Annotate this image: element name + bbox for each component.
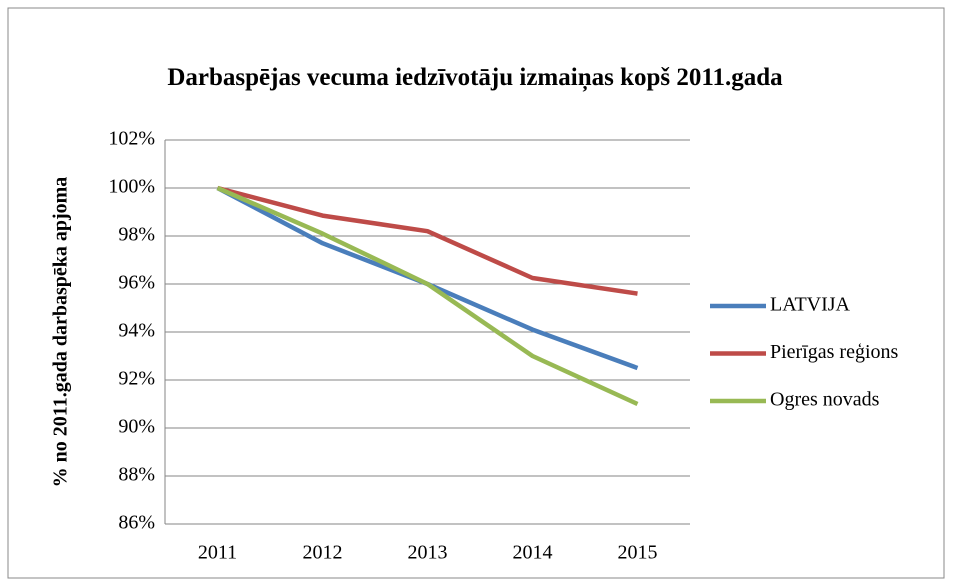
data-line — [216, 185, 638, 296]
y-tick-label: 100% — [108, 176, 155, 198]
data-line — [216, 185, 639, 407]
y-tick-label: 96% — [118, 272, 155, 294]
x-tick-label: 2012 — [303, 542, 343, 564]
y-tick-label: 98% — [118, 224, 155, 246]
legend-label: Pierīgas reģions — [770, 341, 899, 363]
x-tick-label: 2011 — [198, 542, 237, 564]
y-axis-label: % no 2011.gada darbaspēka apjoma — [50, 177, 72, 488]
y-tick-label: 86% — [118, 512, 155, 534]
y-tick-label: 88% — [118, 464, 155, 486]
legend-label: Ogres novads — [770, 389, 880, 411]
x-tick-label: 2013 — [408, 542, 448, 564]
y-tick-label: 90% — [118, 416, 155, 438]
x-tick-label: 2015 — [618, 542, 658, 564]
legend-label: LATVIJA — [770, 294, 851, 316]
x-tick-label: 2014 — [513, 542, 553, 564]
chart-frame — [7, 7, 945, 579]
chart-title: Darbaspējas vecuma iedzīvotāju izmaiņas … — [167, 64, 783, 91]
y-tick-label: 102% — [108, 128, 155, 150]
y-tick-label: 92% — [118, 368, 155, 390]
y-tick-label: 94% — [118, 320, 155, 342]
